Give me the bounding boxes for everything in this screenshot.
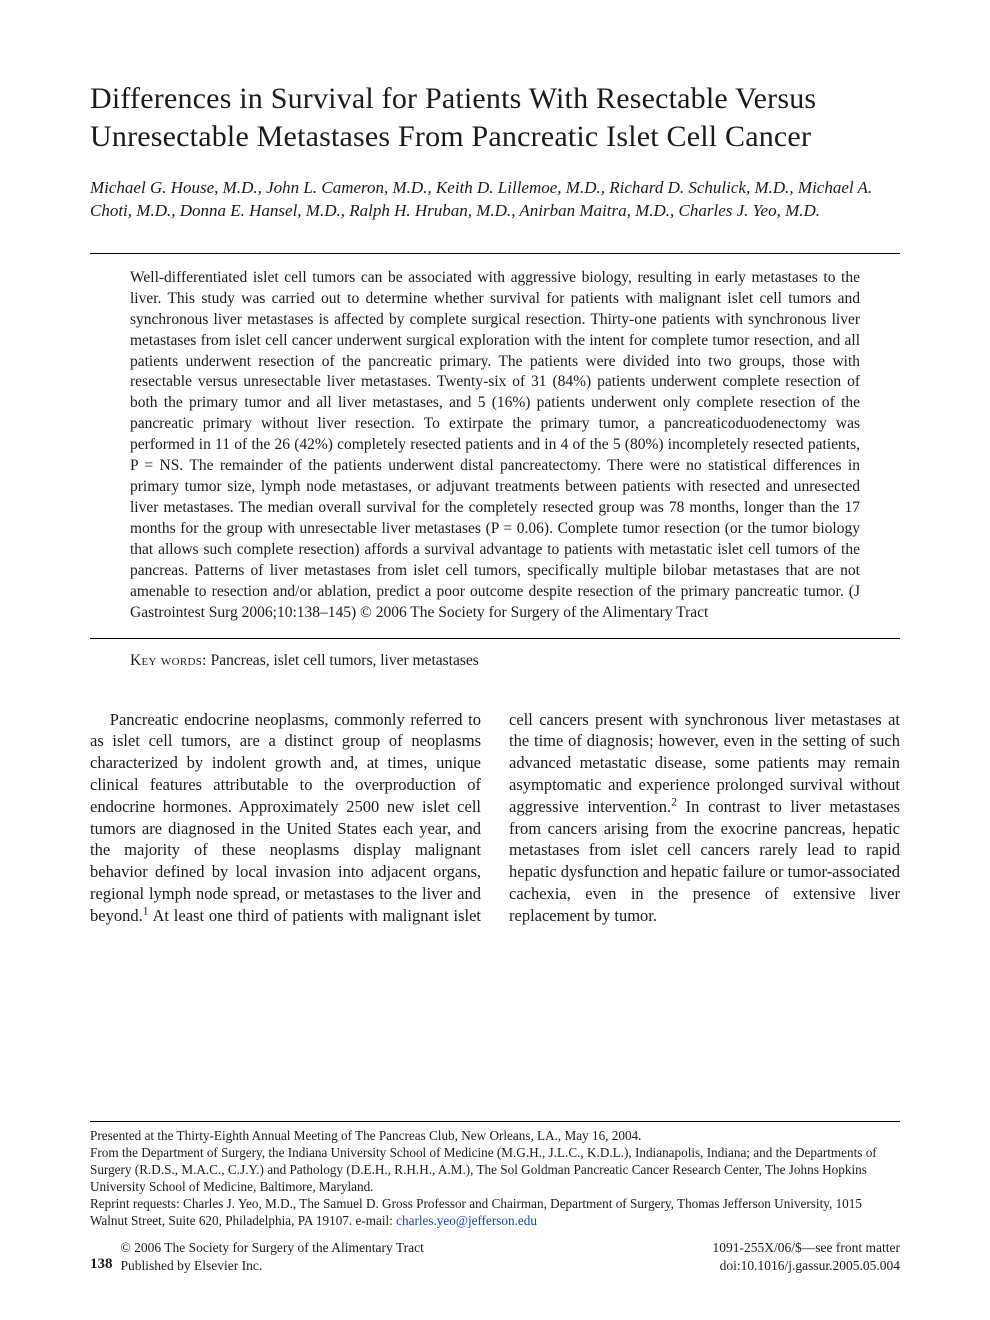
footer-affiliation: From the Department of Surgery, the Indi… [90, 1145, 900, 1196]
keywords: Key words: Pancreas, islet cell tumors, … [130, 651, 860, 671]
keywords-label: Key words: [130, 652, 207, 669]
page-number: 138 [90, 1255, 113, 1274]
footer-reprint: Reprint requests: Charles J. Yeo, M.D., … [90, 1196, 900, 1230]
reprint-email[interactable]: charles.yeo@jefferson.edu [396, 1213, 537, 1228]
keywords-text: Pancreas, islet cell tumors, liver metas… [207, 652, 479, 669]
divider-bottom [90, 638, 900, 639]
footer-meta: 138 © 2006 The Society for Surgery of th… [90, 1239, 900, 1274]
body-span: Pancreatic endocrine neoplasms, commonly… [90, 710, 481, 925]
doi-line: doi:10.1016/j.gassur.2005.05.004 [713, 1257, 900, 1274]
divider-top [90, 253, 900, 254]
footer: Presented at the Thirty-Eighth Annual Me… [90, 1121, 900, 1274]
author-list: Michael G. House, M.D., John L. Cameron,… [90, 177, 900, 223]
footer-presented: Presented at the Thirty-Eighth Annual Me… [90, 1128, 900, 1145]
abstract-text: Well-differentiated islet cell tumors ca… [130, 268, 860, 624]
publisher-line: Published by Elsevier Inc. [121, 1257, 424, 1274]
body-text: Pancreatic endocrine neoplasms, commonly… [90, 709, 900, 927]
copyright-line: © 2006 The Society for Surgery of the Al… [121, 1239, 424, 1256]
issn-line: 1091-255X/06/$—see front matter [713, 1239, 900, 1256]
footer-divider [90, 1121, 900, 1122]
article-title: Differences in Survival for Patients Wit… [90, 80, 900, 155]
